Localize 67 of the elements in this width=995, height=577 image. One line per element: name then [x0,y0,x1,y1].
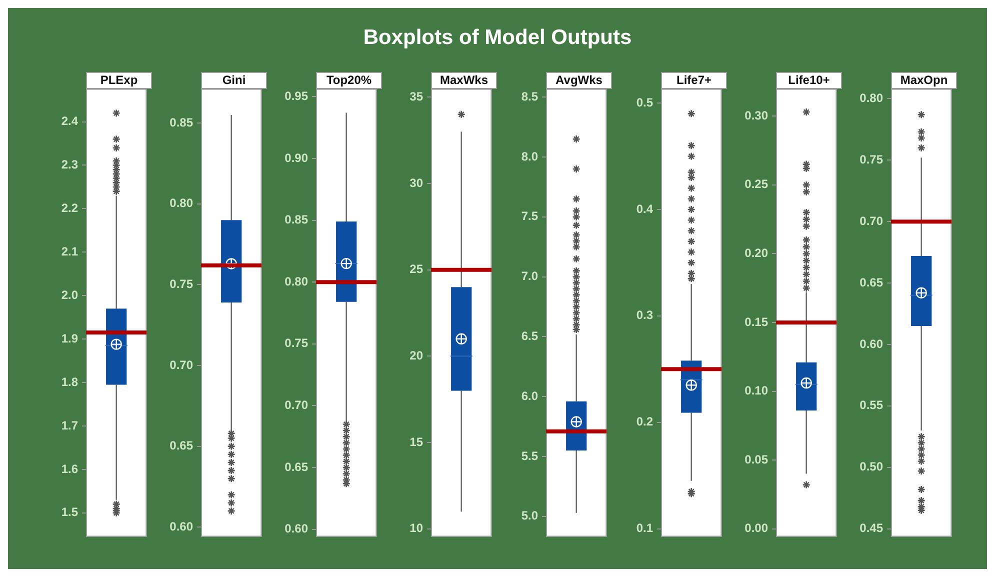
y-tick-label: 2.2 [61,200,78,215]
y-tick-label: 0.95 [284,88,308,103]
y-tick-label: 35 [410,89,424,104]
y-tick-label: 0.70 [284,398,308,412]
y-tick-label: 7.5 [521,209,538,224]
y-tick-label: 0.5 [636,95,654,110]
y-tick-label: 0.60 [170,519,194,534]
y-tick-label: 0.85 [284,212,308,226]
y-tick-label: 0.75 [860,152,884,166]
y-tick-label: 0.80 [284,274,308,288]
y-tick-label: 15 [410,434,424,449]
y-tick-label: 0.60 [860,336,884,351]
y-tick-label: 8.0 [521,149,538,164]
chart-title: MaxOpn [891,72,957,89]
y-tick-label: 0.2 [636,414,654,428]
y-tick-label: 25 [410,262,424,276]
y-tick-label: 7.0 [521,268,538,283]
y-tick-label: 0.55 [860,398,884,412]
chart-title: MaxWks [431,72,497,89]
y-tick-label: 1.5 [61,505,78,520]
y-tick-label: 2.0 [61,288,78,302]
y-tick-label: 2.1 [61,244,78,258]
y-tick-label: 0.85 [170,115,194,130]
y-tick-label: 0.15 [744,314,768,329]
y-tick-label: 0.00 [744,520,768,535]
y-tick-label: 0.70 [860,214,884,228]
y-tick-label: 1.8 [61,374,78,389]
y-tick-label: 0.75 [170,276,194,291]
y-tick-label: 8.5 [521,89,538,104]
y-tick-label: 0.70 [170,358,194,372]
y-tick-label: 0.3 [636,308,654,322]
y-tick-label: 2.3 [61,157,78,172]
chart-title: Top20% [316,72,382,89]
y-tick-label: 0.30 [744,108,768,122]
y-tick-label: 20 [410,348,424,362]
y-tick-label: 0.65 [860,275,884,290]
y-tick-label: 0.45 [860,520,884,535]
y-tick-label: 0.50 [860,459,884,474]
y-tick-label: 0.75 [284,336,308,350]
y-tick-label: 0.80 [860,90,884,105]
chart-title: AvgWks [546,72,612,89]
y-tick-label: 1.9 [61,331,78,346]
y-tick-label: 0.65 [284,460,308,474]
y-tick-label: 0.10 [744,383,768,398]
y-tick-label: 0.90 [284,150,308,165]
y-tick-label: 0.60 [284,522,308,536]
y-tick-label: 2.4 [61,114,78,128]
chart-title: Gini [201,72,267,89]
y-tick-label: 0.1 [636,520,654,535]
chart-title: PLExp [86,72,152,89]
chart-title: Life10+ [776,72,842,89]
y-tick-label: 0.20 [744,246,768,260]
y-tick-label: 5.5 [521,448,538,463]
y-tick-label: 0.4 [636,202,654,216]
text: Boxplots of Model Outputs [363,26,632,49]
y-tick-label: 10 [410,520,424,535]
y-tick-label: 6.0 [521,388,538,403]
y-tick-label: 0.25 [744,177,768,192]
y-tick-label: 6.5 [521,328,538,343]
chart-title: Life7+ [661,72,727,89]
y-tick-label: 1.6 [61,462,78,476]
y-tick-label: 0.05 [744,452,768,466]
y-tick-label: 0.65 [170,438,194,452]
y-tick-label: 5.0 [521,508,538,523]
y-tick-label: 1.7 [61,418,78,432]
y-tick-label: 30 [410,176,424,190]
y-tick-label: 0.80 [170,196,194,210]
